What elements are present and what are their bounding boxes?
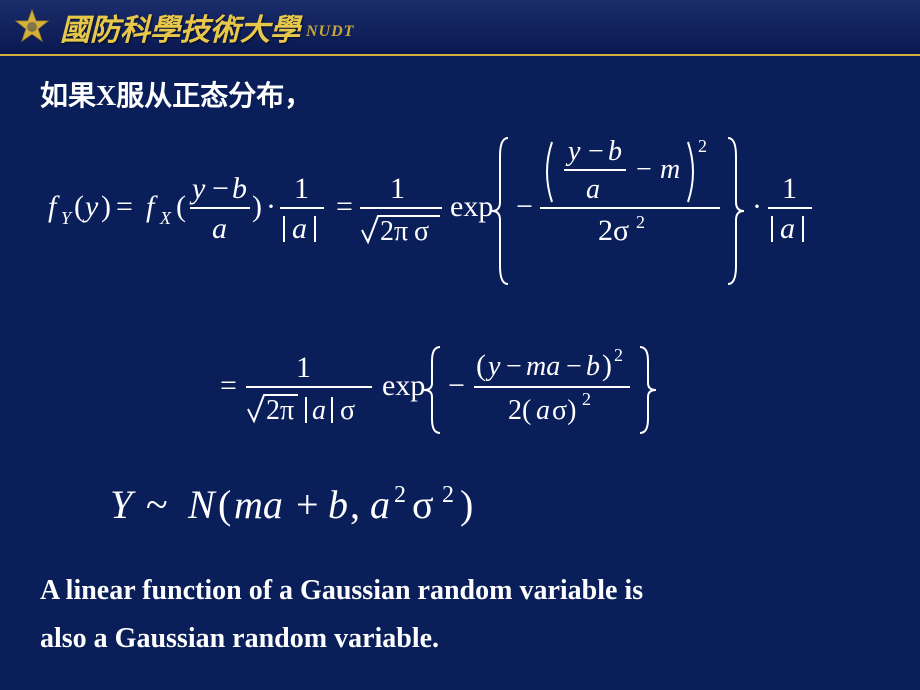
svg-text:ma: ma bbox=[234, 482, 283, 527]
svg-text:y: y bbox=[565, 136, 581, 167]
svg-text:(: ( bbox=[476, 349, 486, 382]
formula-line-3: Y ~ N ( ma + b , a 2 σ 2 ) bbox=[110, 476, 880, 541]
svg-text:Y: Y bbox=[110, 482, 136, 527]
svg-text:a: a bbox=[370, 482, 390, 527]
svg-text:ma: ma bbox=[526, 351, 560, 382]
svg-text:2(: 2( bbox=[508, 395, 531, 426]
svg-text:−: − bbox=[212, 172, 229, 205]
english-line-1: A linear function of a Gaussian random v… bbox=[40, 575, 643, 606]
svg-text:f: f bbox=[48, 190, 60, 223]
chinese-intro-text: 如果X服从正态分布， bbox=[40, 74, 880, 114]
svg-text:Y: Y bbox=[61, 208, 73, 228]
university-name: 國防科學技術大學 bbox=[60, 5, 300, 49]
svg-text:−: − bbox=[448, 369, 465, 402]
svg-text:a: a bbox=[212, 212, 227, 245]
svg-text:a: a bbox=[312, 395, 326, 426]
slide-content: 如果X服从正态分布， f Y ( y ) = f X ( y − b a ) ·… bbox=[0, 56, 920, 662]
svg-text:b: b bbox=[586, 351, 600, 382]
svg-text:exp: exp bbox=[450, 190, 493, 223]
svg-text:2π: 2π bbox=[266, 395, 294, 426]
svg-text:b: b bbox=[328, 482, 348, 527]
svg-text:N: N bbox=[187, 482, 217, 527]
svg-text:σ: σ bbox=[412, 482, 434, 527]
svg-text:2: 2 bbox=[614, 345, 623, 365]
svg-text:1: 1 bbox=[294, 172, 309, 205]
svg-text:=: = bbox=[116, 190, 133, 223]
svg-text:exp: exp bbox=[382, 369, 425, 402]
svg-text:a: a bbox=[292, 212, 307, 245]
svg-text:a: a bbox=[536, 395, 550, 426]
svg-text:1: 1 bbox=[782, 172, 797, 205]
svg-text:): ) bbox=[101, 190, 111, 223]
slide-header: 國防科學技術大學 NUDT bbox=[0, 0, 920, 56]
svg-text:·: · bbox=[266, 190, 276, 223]
svg-text:(: ( bbox=[218, 482, 231, 527]
svg-text:a: a bbox=[780, 212, 795, 245]
svg-text:=: = bbox=[220, 369, 237, 402]
svg-text:−: − bbox=[506, 351, 522, 382]
university-logo-icon bbox=[12, 7, 52, 47]
svg-text:−: − bbox=[588, 136, 604, 167]
formula-line-2: = 1 2π a σ exp − ( y − ma − b ) 2 bbox=[220, 333, 880, 448]
svg-text:(: ( bbox=[74, 190, 84, 223]
svg-text:2σ: 2σ bbox=[598, 214, 629, 247]
svg-text:2: 2 bbox=[394, 482, 406, 508]
svg-text:y: y bbox=[189, 172, 206, 205]
svg-text:2: 2 bbox=[636, 212, 645, 232]
svg-text:f: f bbox=[146, 190, 158, 223]
svg-text:1: 1 bbox=[296, 351, 311, 384]
svg-text:,: , bbox=[350, 482, 360, 527]
svg-text:2: 2 bbox=[698, 136, 707, 156]
svg-text:−: − bbox=[636, 154, 652, 185]
svg-text:X: X bbox=[159, 208, 172, 228]
svg-text:a: a bbox=[586, 174, 600, 205]
svg-text:b: b bbox=[232, 172, 247, 205]
svg-text:+: + bbox=[296, 482, 319, 527]
svg-text:2: 2 bbox=[442, 482, 454, 508]
svg-text:): ) bbox=[460, 482, 473, 527]
svg-text:−: − bbox=[566, 351, 582, 382]
english-line-2: also a Gaussian random variable. bbox=[40, 623, 439, 654]
svg-text:·: · bbox=[752, 190, 762, 223]
svg-text:σ: σ bbox=[340, 395, 355, 426]
svg-text:b: b bbox=[608, 136, 622, 167]
svg-text:−: − bbox=[516, 190, 533, 223]
svg-text:): ) bbox=[602, 349, 612, 382]
svg-text:~: ~ bbox=[146, 482, 168, 527]
svg-text:2: 2 bbox=[582, 389, 591, 409]
svg-text:y: y bbox=[82, 190, 99, 223]
svg-text:1: 1 bbox=[390, 172, 405, 205]
university-abbr: NUDT bbox=[306, 23, 354, 41]
svg-text:y: y bbox=[485, 351, 501, 382]
svg-text:σ): σ) bbox=[552, 395, 576, 426]
svg-text:=: = bbox=[336, 190, 353, 223]
english-conclusion: A linear function of a Gaussian random v… bbox=[40, 567, 880, 662]
svg-text:σ: σ bbox=[414, 216, 429, 247]
formula-line-1: f Y ( y ) = f X ( y − b a ) · 1 a = bbox=[40, 116, 880, 311]
svg-text:): ) bbox=[252, 190, 262, 223]
svg-text:(: ( bbox=[176, 190, 186, 223]
svg-text:m: m bbox=[660, 154, 680, 185]
svg-text:2π: 2π bbox=[380, 216, 408, 247]
